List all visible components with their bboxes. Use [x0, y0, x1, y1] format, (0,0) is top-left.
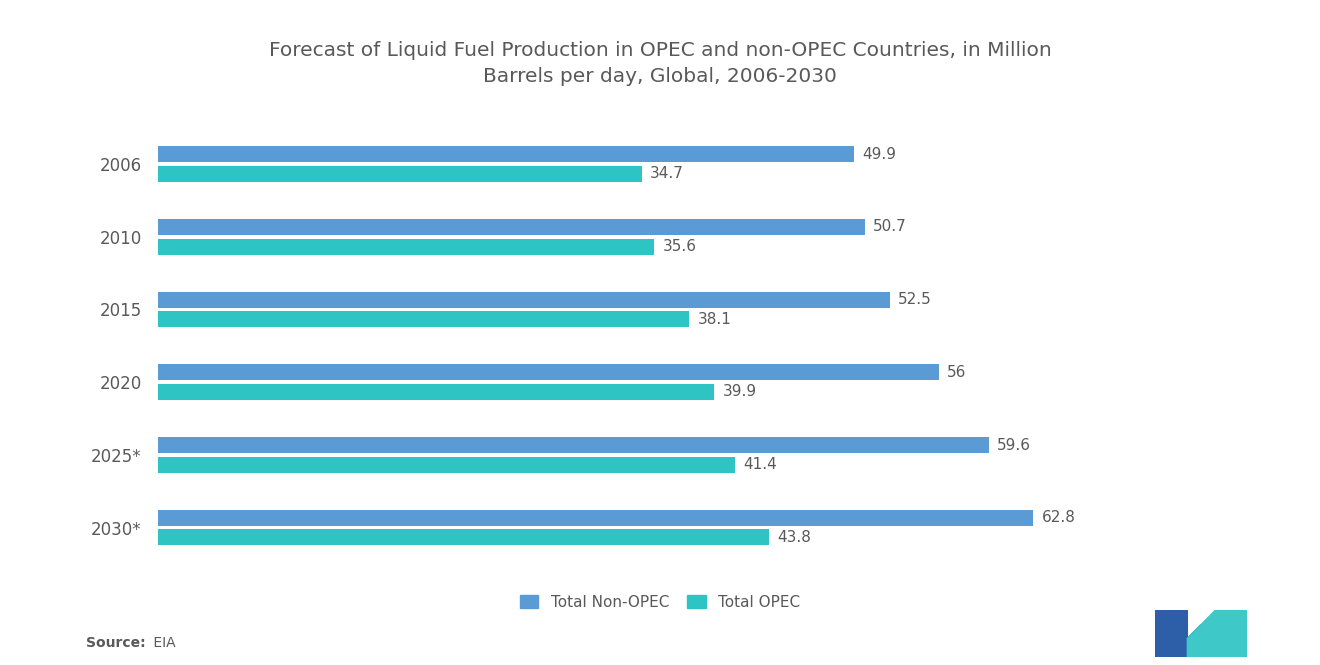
- Bar: [158, 292, 890, 308]
- Bar: [158, 529, 768, 545]
- Text: 43.8: 43.8: [777, 530, 810, 545]
- Polygon shape: [1201, 610, 1247, 657]
- Text: Source:: Source:: [86, 636, 145, 650]
- Bar: [158, 166, 642, 182]
- Text: 41.4: 41.4: [743, 458, 777, 472]
- Text: 35.6: 35.6: [663, 239, 697, 254]
- Text: 34.7: 34.7: [651, 166, 684, 182]
- Text: EIA: EIA: [149, 636, 176, 650]
- Bar: [158, 239, 655, 255]
- Bar: [158, 457, 735, 473]
- Text: 62.8: 62.8: [1041, 510, 1076, 525]
- Bar: [158, 364, 939, 380]
- Legend: Total Non-OPEC, Total OPEC: Total Non-OPEC, Total OPEC: [512, 587, 808, 618]
- Text: 49.9: 49.9: [862, 147, 896, 162]
- Bar: [158, 437, 989, 453]
- Polygon shape: [1188, 624, 1201, 657]
- Text: 39.9: 39.9: [723, 384, 756, 400]
- Text: 38.1: 38.1: [697, 312, 731, 327]
- Text: 59.6: 59.6: [997, 438, 1031, 453]
- Bar: [158, 384, 714, 400]
- Text: 52.5: 52.5: [898, 292, 932, 307]
- Bar: [158, 219, 865, 235]
- Bar: [158, 311, 689, 327]
- Text: 56: 56: [946, 365, 966, 380]
- Bar: [158, 510, 1034, 526]
- Polygon shape: [1155, 610, 1201, 657]
- Bar: [158, 146, 854, 162]
- Title: Forecast of Liquid Fuel Production in OPEC and non-OPEC Countries, in Million
Ba: Forecast of Liquid Fuel Production in OP…: [269, 41, 1051, 86]
- Text: 50.7: 50.7: [874, 219, 907, 234]
